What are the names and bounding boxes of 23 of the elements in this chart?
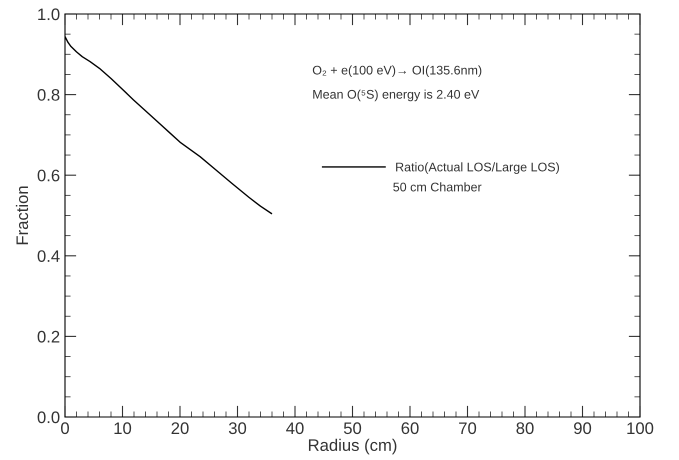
x-tick-label: 100 — [627, 422, 654, 434]
annotation: 50 cm Chamber — [393, 182, 482, 192]
x-axis-title: Radius (cm) — [308, 438, 396, 454]
x-tick-label: 40 — [286, 422, 304, 434]
y-tick-label: 1.0 — [38, 8, 60, 20]
x-tick-label: 10 — [114, 422, 132, 434]
x-tick-label: 50 — [344, 422, 362, 434]
x-tick-label: 30 — [228, 422, 246, 434]
annotation: Mean O(⁵S) energy is 2.40 eV — [313, 90, 480, 102]
x-tick-label: 70 — [459, 422, 476, 434]
y-tick-label: 0.6 — [38, 170, 60, 182]
y-axis-title: Fraction — [16, 186, 28, 244]
y-tick-label: 0.0 — [38, 411, 60, 424]
x-tick-label: 0 — [61, 422, 69, 434]
y-tick-label: 0.2 — [38, 330, 60, 343]
legend-label: Ratio(Actual LOS/Large LOS) — [396, 162, 559, 174]
x-tick-label: 60 — [402, 422, 419, 434]
y-tick-label: 0.8 — [38, 89, 60, 101]
y-tick-label: 0.4 — [38, 250, 60, 262]
x-tick-label: 90 — [574, 422, 592, 434]
annotation: O₂ + e(100 eV)→ OI(135.6nm) — [312, 65, 482, 78]
x-tick-label: 20 — [172, 422, 189, 434]
x-tick-label: 80 — [516, 422, 534, 434]
